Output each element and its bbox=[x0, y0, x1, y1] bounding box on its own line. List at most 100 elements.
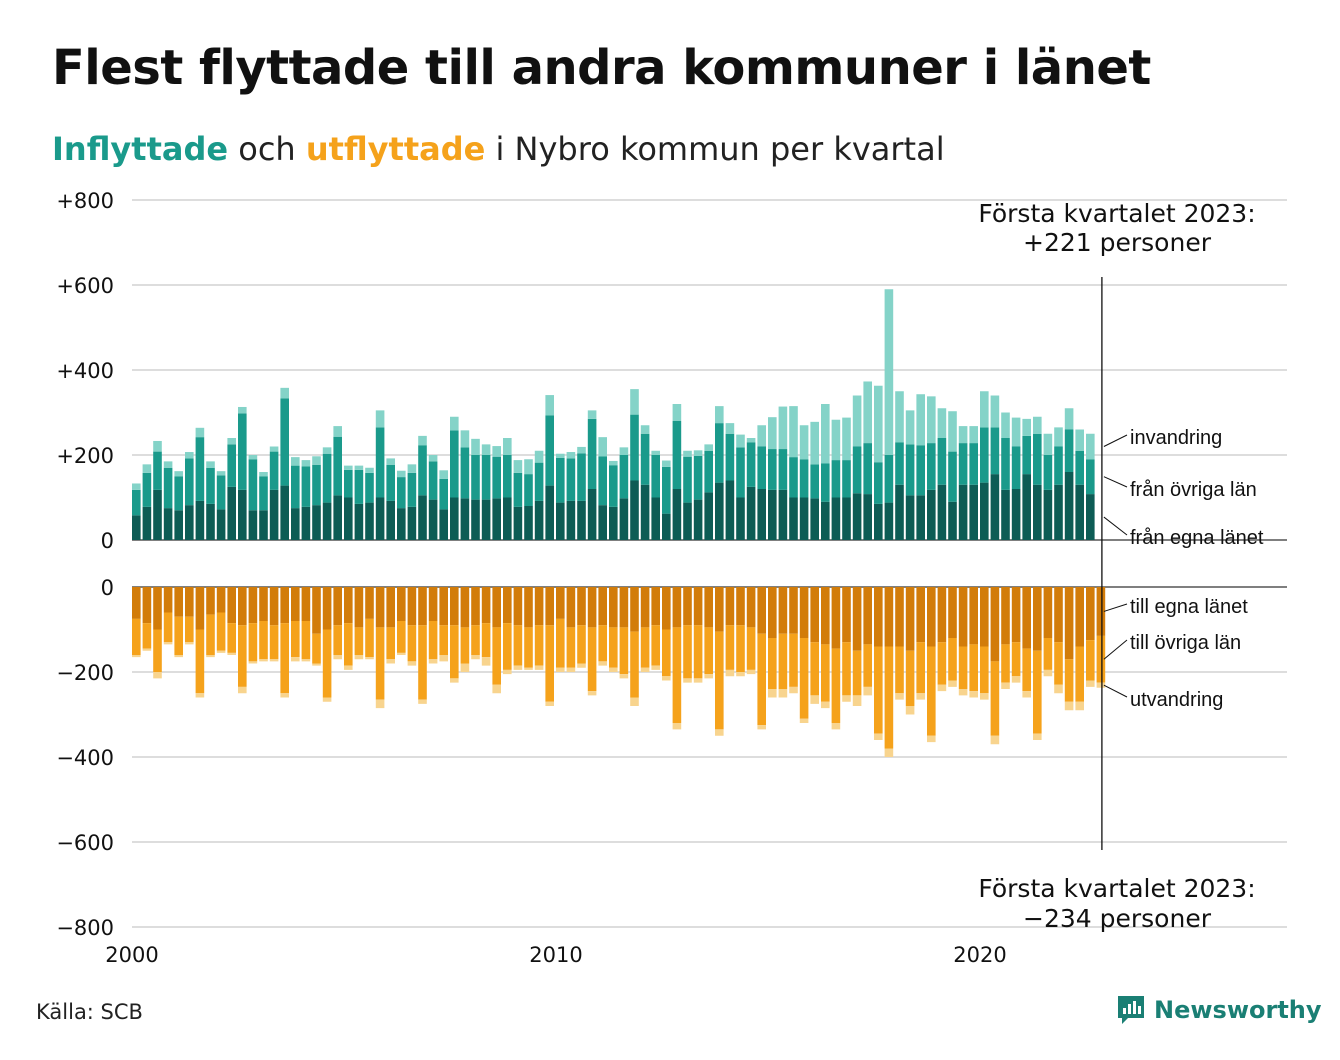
bar-in-in_other bbox=[439, 478, 448, 510]
bar-in-in_other bbox=[1001, 438, 1010, 490]
bar-out-out_county bbox=[439, 587, 448, 626]
bar-in-in_county bbox=[895, 484, 904, 540]
y-tick-label-top: +200 bbox=[56, 444, 114, 468]
bar-out-out_other bbox=[905, 650, 915, 706]
bar-out-out_emigration bbox=[937, 684, 947, 692]
bar-out-out_county bbox=[545, 587, 554, 626]
bar-in-in_county bbox=[577, 500, 586, 540]
bar-in-in_county bbox=[704, 492, 713, 540]
bar-in-in_other bbox=[831, 460, 841, 498]
bar-in-in_other bbox=[397, 477, 406, 509]
bar-out-out_emigration bbox=[1096, 682, 1106, 688]
bar-in-in_other bbox=[821, 463, 830, 502]
y-tick-label-bottom: −600 bbox=[56, 831, 114, 855]
bar-out-out_emigration bbox=[662, 676, 671, 681]
bar-in-in_county bbox=[216, 509, 226, 540]
bar-in-in_other bbox=[248, 459, 258, 511]
bar-out-out_emigration bbox=[153, 672, 162, 679]
bar-out-out_county bbox=[958, 587, 968, 647]
bar-in-in_other bbox=[651, 455, 660, 498]
bar-in-in_county bbox=[831, 497, 841, 540]
bar-out-out_county bbox=[492, 587, 501, 628]
bar-in-in_other bbox=[524, 474, 533, 506]
label-in-in_county: från egna länet bbox=[1130, 527, 1264, 549]
bar-out-out_emigration bbox=[471, 655, 480, 660]
bar-out-out_county bbox=[195, 587, 205, 630]
bar-out-out_other bbox=[216, 612, 226, 651]
bar-in-in_immigration bbox=[916, 394, 925, 446]
bar-in-in_immigration bbox=[1001, 412, 1010, 438]
bar-in-in_immigration bbox=[662, 460, 671, 467]
bar-out-out_other bbox=[513, 625, 523, 666]
bar-in-in_other bbox=[1043, 455, 1053, 490]
bar-in-in_immigration bbox=[354, 465, 364, 470]
bar-out-out_county bbox=[640, 587, 650, 628]
subtitle-in-word: Inflyttade bbox=[52, 130, 229, 168]
bar-out-out_other bbox=[312, 633, 321, 664]
bar-out-out_other bbox=[916, 642, 925, 694]
bar-in-in_other bbox=[778, 449, 788, 490]
bar-out-out_emigration bbox=[895, 693, 904, 700]
bottom-annotation-line1: Första kvartalet 2023: bbox=[978, 874, 1255, 903]
bar-in-in_county bbox=[778, 489, 788, 540]
bar-in-in_immigration bbox=[566, 452, 576, 459]
bar-out-out_emigration bbox=[142, 648, 152, 651]
bar-in-in_other bbox=[672, 421, 682, 489]
bar-out-out_county bbox=[280, 587, 289, 624]
bar-out-out_emigration bbox=[810, 695, 819, 704]
bar-in-in_immigration bbox=[312, 456, 321, 465]
bar-in-in_county bbox=[640, 484, 650, 540]
bar-out-out_other bbox=[757, 633, 766, 726]
annotations: Första kvartalet 2023: +221 personer För… bbox=[978, 199, 1255, 933]
bar-out-out_county bbox=[513, 587, 523, 626]
bar-out-out_emigration bbox=[269, 659, 279, 662]
bar-in-in_other bbox=[905, 444, 915, 496]
bar-in-in_immigration bbox=[715, 406, 724, 424]
bar-in-in_county bbox=[185, 505, 194, 540]
bar-in-in_other bbox=[513, 472, 523, 507]
bar-out-out_county bbox=[174, 587, 183, 617]
bar-out-out_emigration bbox=[1043, 669, 1053, 677]
bar-in-in_county bbox=[291, 508, 300, 540]
bar-in-in_county bbox=[280, 485, 289, 540]
bar-in-in_other bbox=[874, 462, 883, 504]
bar-out-out_emigration bbox=[1054, 684, 1063, 694]
bar-out-out_other bbox=[852, 650, 862, 696]
bar-in-in_immigration bbox=[227, 438, 236, 445]
y-tick-label-top: +400 bbox=[56, 359, 114, 383]
bar-out-out_other bbox=[630, 631, 639, 698]
bar-out-out_other bbox=[863, 644, 872, 687]
bar-in-in_other bbox=[301, 466, 311, 507]
bar-out-out_county bbox=[269, 587, 279, 626]
bar-out-out_emigration bbox=[386, 659, 395, 664]
bar-out-out_county bbox=[768, 587, 777, 638]
bar-in-in_other bbox=[375, 427, 385, 498]
bar-out-out_county bbox=[386, 587, 395, 628]
bar-in-in_county bbox=[492, 498, 501, 540]
bar-out-out_emigration bbox=[397, 652, 406, 655]
bar-out-out_county bbox=[301, 587, 311, 621]
bar-in-in_county bbox=[725, 480, 735, 540]
bar-out-out_other bbox=[545, 625, 554, 702]
bar-in-in_immigration bbox=[693, 450, 703, 456]
bar-out-out_county bbox=[163, 587, 173, 613]
bar-in-in_county bbox=[842, 497, 851, 540]
bar-in-in_immigration bbox=[831, 419, 841, 461]
bar-out-out_other bbox=[948, 638, 957, 681]
bar-in-in_immigration bbox=[640, 425, 650, 434]
bar-out-out_other bbox=[1001, 644, 1010, 683]
bar-in-in_immigration bbox=[1033, 416, 1042, 434]
bar-in-in_county bbox=[344, 497, 353, 540]
bar-in-in_other bbox=[736, 447, 745, 498]
chart-title: Flest flyttade till andra kommuner i län… bbox=[52, 40, 1151, 96]
bar-out-out_county bbox=[662, 587, 671, 630]
bar-in-in_other bbox=[450, 430, 459, 498]
bar-out-out_emigration bbox=[789, 686, 798, 694]
bar-out-out_other bbox=[174, 616, 183, 655]
bar-in-in_other bbox=[259, 476, 268, 511]
bar-in-in_immigration bbox=[821, 404, 830, 464]
bar-in-in_county bbox=[132, 515, 141, 540]
bar-in-in_immigration bbox=[163, 461, 173, 468]
bar-out-out_other bbox=[407, 625, 417, 662]
bar-in-in_other bbox=[630, 414, 639, 481]
